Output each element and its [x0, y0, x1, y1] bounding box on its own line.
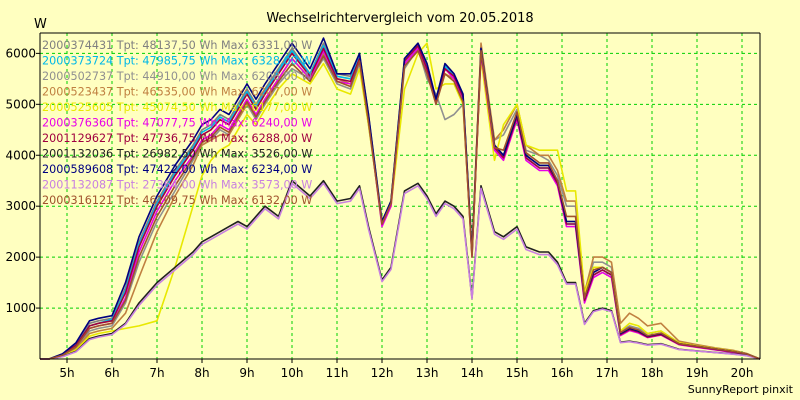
y-tick-label: 2000 [5, 250, 36, 264]
legend-entry: 2000376360 Tpt: 47077,75 Wh Max: 6240,00… [42, 117, 312, 130]
y-tick-label: 1000 [5, 301, 36, 315]
y-tick-label: 6000 [5, 46, 36, 60]
series-lines [40, 37, 761, 360]
chart-title: Wechselrichtervergleich vom 20.05.2018 [266, 11, 534, 26]
x-tick-label: 16h [551, 366, 574, 380]
x-tick-label: 8h [194, 366, 209, 380]
legend-entry: 2001132036 Tpt: 26982,50 Wh Max: 3526,00… [42, 148, 312, 161]
legend-entry: 2000525605 Tpt: 45074,50 Wh Max: 6177,00… [42, 101, 312, 114]
legend-entry: 2000589608 Tpt: 47422,00 Wh Max: 6234,00… [42, 163, 312, 176]
x-tick-label: 6h [104, 366, 119, 380]
x-tick-label: 20h [731, 366, 754, 380]
x-tick-label: 10h [281, 366, 304, 380]
legend-entry: 2000316121 Tpt: 46109,75 Wh Max: 6132,00… [42, 194, 312, 207]
x-tick-label: 12h [371, 366, 394, 380]
y-tick-label: 5000 [5, 97, 36, 111]
series-line [40, 49, 761, 360]
legend-entry: 2000523437 Tpt: 46535,00 Wh Max: 6247,00… [42, 86, 312, 99]
x-tick-label: 13h [416, 366, 439, 380]
series-line [40, 182, 761, 360]
axes: 1000 2000 3000 4000 5000 6000 5h 6h 7h 8h 9h 10h 11h… [5, 32, 761, 380]
x-tick-label: 15h [506, 366, 529, 380]
x-tick-label: 18h [641, 366, 664, 380]
x-tick-label: 11h [326, 366, 349, 380]
legend: 2000374431 Tpt: 48137,50 Wh Max: 6331,00… [42, 39, 312, 207]
legend-entry: 2001132087 Tpt: 27364,00 Wh Max: 3573,00… [42, 179, 312, 192]
legend-entry: 2000373724 Tpt: 47985,75 Wh Max: 6328,00… [42, 55, 312, 68]
x-tick-label: 9h [239, 366, 254, 380]
x-tick-label: 7h [149, 366, 164, 380]
x-tick-label: 14h [461, 366, 484, 380]
y-tick-label: 4000 [5, 148, 36, 162]
legend-entry: 2000374431 Tpt: 48137,50 Wh Max: 6331,00… [42, 39, 312, 52]
y-tick-label: 3000 [5, 199, 36, 213]
x-tick-label: 17h [596, 366, 619, 380]
legend-entry: 2001129627 Tpt: 47736,75 Wh Max: 6288,00… [42, 132, 312, 145]
y-axis-unit: W [34, 17, 47, 32]
footer-credit: SunnyReport pinxit [687, 383, 793, 396]
x-tick-label: 19h [686, 366, 709, 380]
x-tick-label: 5h [59, 366, 74, 380]
legend-entry: 2000502737 Tpt: 44910,00 Wh Max: 6208,00… [42, 70, 312, 83]
